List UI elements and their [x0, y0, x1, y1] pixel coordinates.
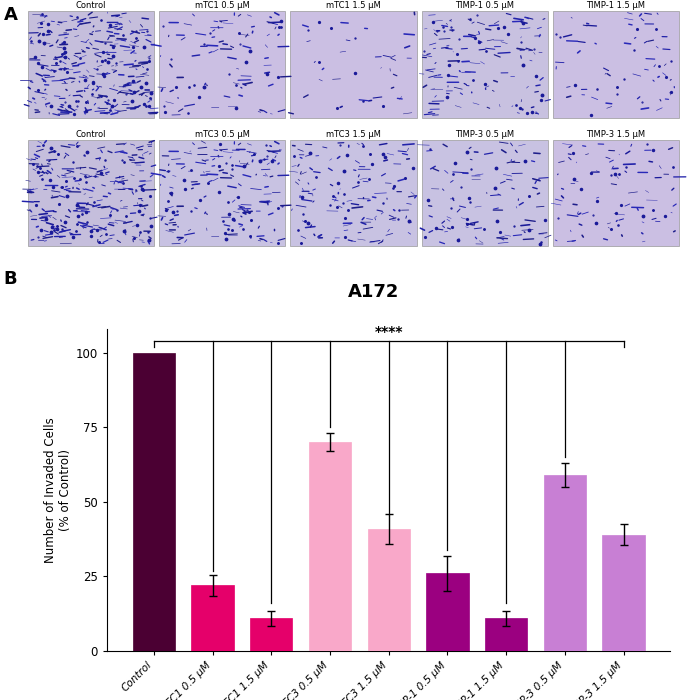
Bar: [290, 11, 417, 118]
Text: TIMP-3 1.5 μM: TIMP-3 1.5 μM: [587, 130, 645, 139]
Bar: [290, 140, 417, 246]
Bar: [250, 618, 292, 651]
Text: mTC1 0.5 μM: mTC1 0.5 μM: [195, 1, 249, 10]
Bar: [603, 535, 645, 651]
Text: A: A: [3, 6, 17, 24]
Bar: [133, 353, 175, 651]
Text: TIMP-3 0.5 μM: TIMP-3 0.5 μM: [455, 130, 514, 139]
Text: Control: Control: [75, 1, 106, 10]
Bar: [28, 11, 154, 118]
Bar: [28, 140, 154, 246]
Bar: [422, 11, 548, 118]
Text: A172: A172: [348, 284, 399, 302]
Bar: [368, 528, 410, 651]
Bar: [309, 442, 351, 651]
Text: TIMP-1 1.5 μM: TIMP-1 1.5 μM: [587, 1, 645, 10]
Bar: [553, 140, 679, 246]
Y-axis label: Number of Invaded Cells
(% of Control): Number of Invaded Cells (% of Control): [44, 417, 72, 563]
Text: ****: ****: [375, 326, 403, 340]
Bar: [159, 140, 285, 246]
Text: mTC3 0.5 μM: mTC3 0.5 μM: [195, 130, 249, 139]
Text: mTC3 1.5 μM: mTC3 1.5 μM: [326, 130, 381, 139]
Bar: [553, 11, 679, 118]
Bar: [159, 11, 285, 118]
Bar: [544, 475, 586, 651]
Text: B: B: [3, 270, 17, 288]
Text: mTC1 1.5 μM: mTC1 1.5 μM: [326, 1, 381, 10]
Bar: [426, 573, 468, 651]
Text: TIMP-1 0.5 μM: TIMP-1 0.5 μM: [455, 1, 514, 10]
Bar: [485, 618, 527, 651]
Text: Control: Control: [75, 130, 106, 139]
Bar: [422, 140, 548, 246]
Bar: [191, 585, 234, 651]
